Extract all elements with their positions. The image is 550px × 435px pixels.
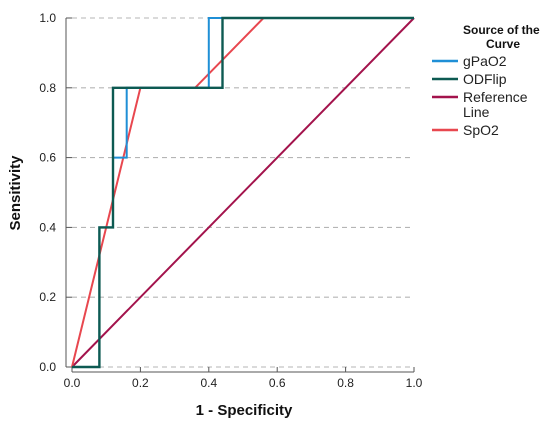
legend-item-reference-line: Reference Line — [432, 89, 528, 120]
axes — [65, 17, 415, 373]
legend-label-odflip: ODFlip — [463, 71, 507, 87]
y-tick-label-5: 1.0 — [39, 11, 56, 25]
x-tick-label-0: 0.0 — [64, 376, 81, 390]
legend-label-reference-line: Reference Line — [463, 89, 528, 120]
x-tick-label-1: 0.2 — [132, 376, 149, 390]
y-tick-label-2: 0.4 — [39, 220, 56, 234]
x-tick-label-3: 0.6 — [269, 376, 286, 390]
x-axis-title: 1 - Specificity — [196, 402, 293, 419]
x-tick-label-2: 0.4 — [200, 376, 217, 390]
series-line-reference-line — [71, 17, 415, 368]
x-tick-label-4: 0.8 — [337, 376, 354, 390]
legend-label-gpao2: gPaO2 — [463, 53, 507, 69]
legend: Source of the Curve gPaO2 ODFlip Reference… — [432, 23, 543, 138]
legend-title: Source of the Curve — [463, 23, 543, 51]
tick-labels: 0.0 0.2 0.4 0.6 0.8 1.0 0.0 0.2 0.4 0.6 0.8 1.0 — [39, 11, 422, 390]
y-tick-label-3: 0.6 — [39, 151, 56, 165]
legend-item-spo2: SpO2 — [432, 122, 499, 138]
legend-label-spo2: SpO2 — [463, 122, 499, 138]
y-axis-title: Sensitivity — [7, 155, 24, 231]
series-line-odflip — [72, 16, 414, 369]
legend-items: gPaO2 ODFlip Reference Line SpO2 — [432, 53, 528, 138]
series-lines — [71, 16, 415, 369]
y-tick-label-4: 0.8 — [39, 81, 56, 95]
legend-item-odflip: ODFlip — [432, 71, 507, 87]
x-tick-label-5: 1.0 — [406, 376, 423, 390]
y-tick-label-1: 0.2 — [39, 290, 56, 304]
legend-item-gpao2: gPaO2 — [432, 53, 507, 69]
y-tick-label-0: 0.0 — [39, 360, 56, 374]
